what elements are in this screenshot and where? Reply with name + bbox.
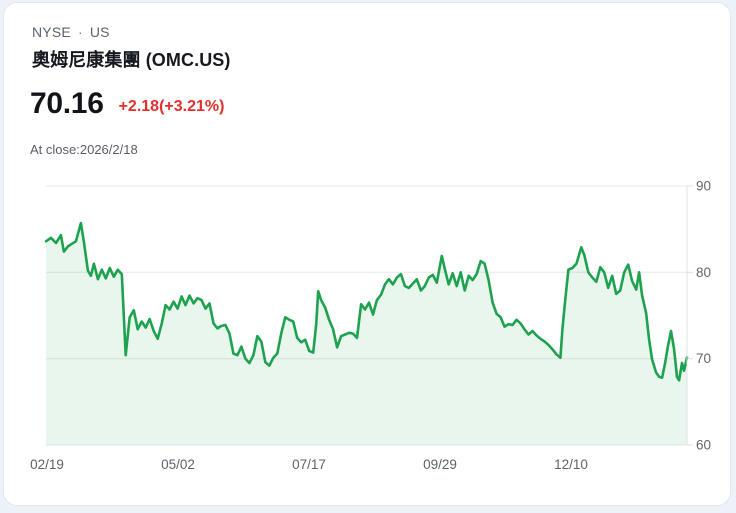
market-line: NYSE · US — [32, 24, 110, 40]
price-row: 70.16 +2.18(+3.21%) — [30, 89, 224, 119]
exchange-label: NYSE — [32, 24, 71, 40]
x-axis-label-02-19: 02/19 — [30, 457, 64, 472]
price-area — [46, 223, 687, 445]
stock-quote-card: NYSE · US 奧姆尼康集團 (OMC.US) 70.16 +2.18(+3.2… — [3, 2, 731, 506]
stock-title: 奧姆尼康集團 (OMC.US) — [32, 50, 231, 70]
x-axis-label-05-02: 05/02 — [161, 457, 195, 472]
x-axis-label-12-10: 12/10 — [554, 457, 588, 472]
x-axis-label-07-17: 07/17 — [292, 457, 326, 472]
separator-dot: · — [77, 24, 83, 40]
price-line[interactable] — [44, 221, 689, 382]
price-chart[interactable]: 90 80 70 60 02/19 05/02 07/17 09/29 12/10 — [4, 173, 736, 493]
x-axis-label-09-29: 09/29 — [423, 457, 457, 472]
as-of-close-label: At close:2026/2/18 — [30, 142, 138, 157]
y-axis-label-90: 90 — [696, 179, 711, 194]
y-axis-label-80: 80 — [696, 265, 711, 280]
region-label: US — [89, 24, 110, 40]
y-axis-label-60: 60 — [696, 438, 711, 453]
y-axis-label-70: 70 — [696, 351, 711, 366]
last-price: 70.16 — [30, 87, 104, 120]
price-change: +2.18(+3.21%) — [118, 98, 225, 115]
